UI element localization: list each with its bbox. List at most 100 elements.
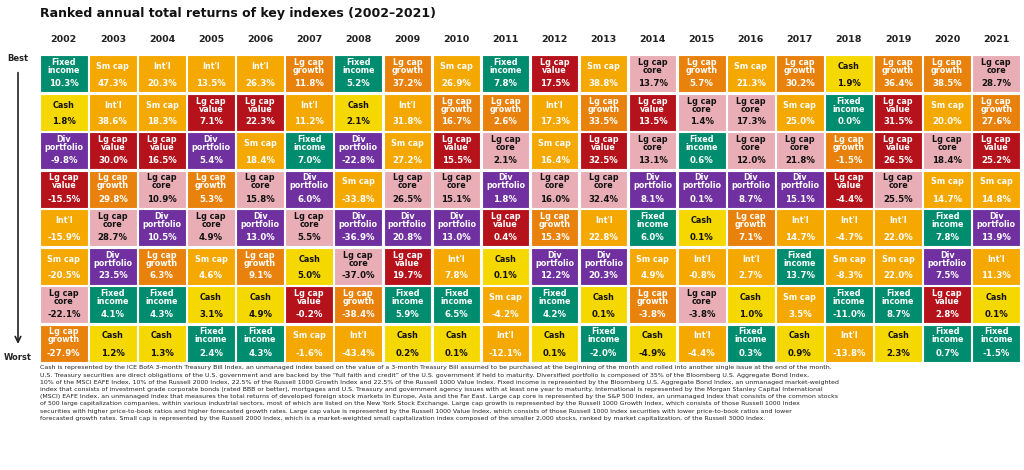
Text: 2016: 2016 <box>737 36 764 45</box>
Text: Best: Best <box>7 54 29 63</box>
Text: 6.5%: 6.5% <box>444 310 468 319</box>
Text: 15.5%: 15.5% <box>441 156 471 165</box>
Text: 27.2%: 27.2% <box>392 156 422 165</box>
Text: -36.9%: -36.9% <box>341 233 375 242</box>
Text: 31.8%: 31.8% <box>392 118 422 126</box>
Text: 0.3%: 0.3% <box>739 348 763 358</box>
Text: -27.9%: -27.9% <box>47 348 81 358</box>
Text: Int'l: Int'l <box>987 254 1005 264</box>
Text: growth: growth <box>342 297 375 306</box>
Bar <box>580 132 628 169</box>
Bar <box>432 324 480 361</box>
Text: Lg cap: Lg cap <box>638 135 668 144</box>
Text: 0.6%: 0.6% <box>690 156 714 165</box>
Bar <box>727 324 774 361</box>
Bar <box>384 209 431 246</box>
Text: Lg cap: Lg cap <box>98 173 128 182</box>
Text: core: core <box>741 143 761 152</box>
Text: 16.5%: 16.5% <box>147 156 177 165</box>
Text: 13.0%: 13.0% <box>441 233 471 242</box>
Text: income: income <box>637 220 669 229</box>
Text: Fixed: Fixed <box>346 58 371 67</box>
Text: 38.8%: 38.8% <box>589 79 618 88</box>
Bar <box>187 286 234 323</box>
Bar <box>678 171 726 207</box>
Text: Div: Div <box>547 251 562 259</box>
Text: 20.8%: 20.8% <box>392 233 422 242</box>
Bar <box>89 209 136 246</box>
Text: income: income <box>96 297 129 306</box>
Bar <box>237 248 284 284</box>
Bar <box>335 286 382 323</box>
Text: Div: Div <box>253 212 267 221</box>
Bar <box>678 286 726 323</box>
Bar <box>187 209 234 246</box>
Text: Int'l: Int'l <box>398 101 416 110</box>
Text: Sm cap: Sm cap <box>342 178 375 187</box>
Bar <box>481 171 529 207</box>
Text: Int'l: Int'l <box>889 216 907 225</box>
Text: 25.2%: 25.2% <box>981 156 1011 165</box>
Text: portfolio: portfolio <box>290 181 329 190</box>
Text: Lg cap: Lg cap <box>589 173 618 182</box>
Text: Lg cap: Lg cap <box>785 135 815 144</box>
Text: growth: growth <box>145 258 178 267</box>
Bar <box>924 248 971 284</box>
Bar <box>40 94 88 131</box>
Text: Int'l: Int'l <box>792 216 809 225</box>
Bar <box>678 55 726 92</box>
Text: 2021: 2021 <box>983 36 1010 45</box>
Text: 0.1%: 0.1% <box>543 348 566 358</box>
Text: (MSCI) EAFE Index, an unmanaged index that measures the total returns of develop: (MSCI) EAFE Index, an unmanaged index th… <box>40 394 838 400</box>
Bar <box>286 324 333 361</box>
Text: core: core <box>496 143 515 152</box>
Text: Int'l: Int'l <box>840 216 858 225</box>
Text: 33.5%: 33.5% <box>589 118 618 126</box>
Text: -20.5%: -20.5% <box>47 272 81 281</box>
Bar <box>89 248 136 284</box>
Text: Sm cap: Sm cap <box>244 139 276 148</box>
Bar <box>580 248 628 284</box>
Text: portfolio: portfolio <box>486 181 525 190</box>
Bar <box>432 248 480 284</box>
Bar <box>629 132 677 169</box>
Bar <box>89 324 136 361</box>
Text: 5.3%: 5.3% <box>199 195 223 204</box>
Text: -0.2%: -0.2% <box>296 310 323 319</box>
Text: value: value <box>935 297 959 306</box>
Bar <box>481 94 529 131</box>
Text: 26.3%: 26.3% <box>245 79 275 88</box>
Text: 2005: 2005 <box>198 36 224 45</box>
Bar <box>874 286 922 323</box>
Text: Lg cap: Lg cap <box>932 135 962 144</box>
Text: Int'l: Int'l <box>300 101 318 110</box>
Text: Sm cap: Sm cap <box>833 254 865 264</box>
Text: 0.4%: 0.4% <box>494 233 517 242</box>
Text: Lg cap: Lg cap <box>981 58 1011 67</box>
Text: 6.0%: 6.0% <box>641 233 665 242</box>
Text: Lg cap: Lg cap <box>246 96 274 105</box>
Text: 7.8%: 7.8% <box>935 233 959 242</box>
Text: 27.6%: 27.6% <box>981 118 1012 126</box>
Text: core: core <box>741 104 761 113</box>
Bar <box>629 55 677 92</box>
Text: -2.0%: -2.0% <box>590 348 617 358</box>
Text: -4.9%: -4.9% <box>639 348 667 358</box>
Text: value: value <box>51 181 76 190</box>
Text: Fixed: Fixed <box>837 289 861 298</box>
Text: Lg cap: Lg cap <box>638 58 668 67</box>
Text: 2020: 2020 <box>934 36 961 45</box>
Text: Div: Div <box>105 251 120 259</box>
Text: 13.0%: 13.0% <box>245 233 275 242</box>
Text: Lg cap: Lg cap <box>343 289 373 298</box>
Bar <box>973 171 1020 207</box>
Text: Int'l: Int'l <box>55 216 73 225</box>
Text: Lg cap: Lg cap <box>932 289 962 298</box>
Text: Worst: Worst <box>4 353 32 362</box>
Text: 2.1%: 2.1% <box>494 156 517 165</box>
Text: 28.7%: 28.7% <box>981 79 1012 88</box>
Text: 0.7%: 0.7% <box>935 348 959 358</box>
Text: Sm cap: Sm cap <box>440 62 473 71</box>
Text: 2017: 2017 <box>786 36 813 45</box>
Bar <box>138 248 185 284</box>
